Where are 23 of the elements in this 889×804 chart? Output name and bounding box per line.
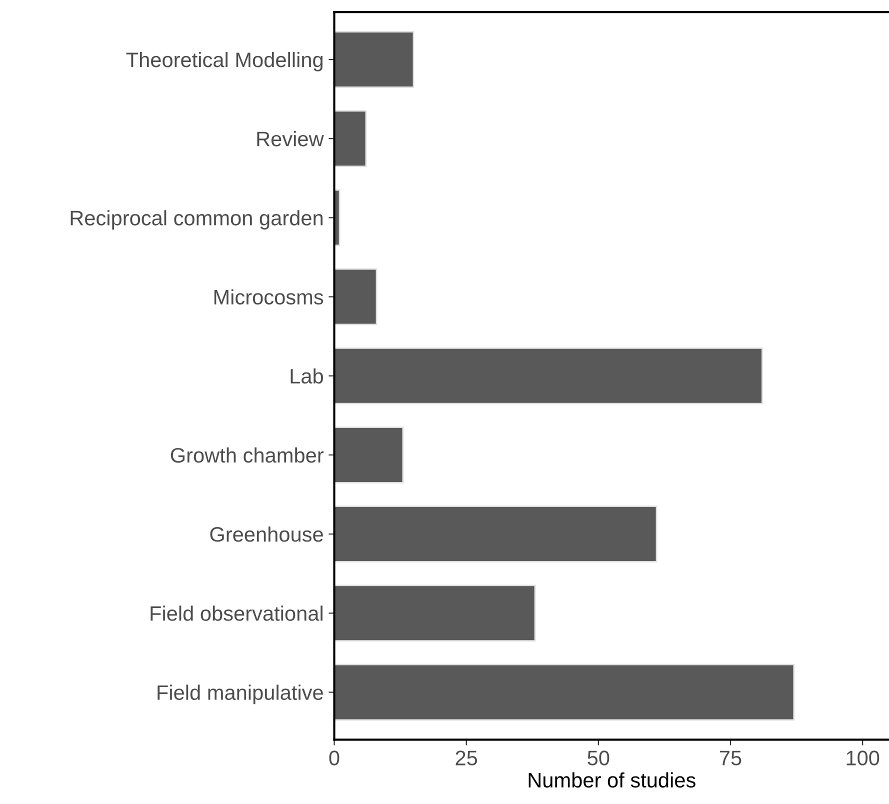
y-tick-label: Greenhouse <box>210 526 323 542</box>
y-tick-label: Reciprocal common garden <box>70 210 323 230</box>
y-tick-label: Lab <box>290 368 323 384</box>
y-tick-label: Growth chamber <box>170 447 324 463</box>
bar <box>334 31 414 88</box>
x-tick-label: 100 <box>846 750 880 766</box>
x-tick-label: 50 <box>588 750 610 766</box>
bar <box>334 110 367 167</box>
y-tick-label: Field manipulative <box>158 684 323 704</box>
bar <box>334 268 378 326</box>
bar <box>334 426 404 484</box>
bar <box>334 664 795 721</box>
bar <box>334 584 536 642</box>
x-tick-label: 25 <box>456 750 478 766</box>
x-tick-label: 0 <box>329 750 340 766</box>
y-tick-label: Theoretical Modelling <box>126 52 323 72</box>
bar <box>334 506 658 562</box>
y-tick-label: Review <box>257 131 324 146</box>
x-axis-title: Number of studies <box>528 772 696 788</box>
y-tick-label: Microcosms <box>214 289 324 305</box>
y-tick-label: Field observational <box>150 606 322 621</box>
x-tick-label: 75 <box>720 750 742 766</box>
bar <box>334 347 763 404</box>
